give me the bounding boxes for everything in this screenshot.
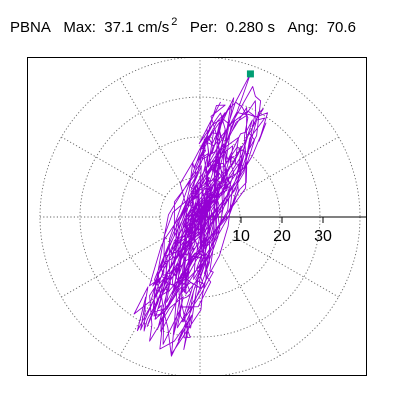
grid-spoke-150 — [61, 136, 166, 198]
grid-spoke-210 — [61, 236, 166, 298]
grid-spoke-120 — [119, 78, 181, 183]
max-value: 37.1 — [104, 19, 134, 36]
period-value: 0.280 s — [225, 19, 275, 36]
chart-title: PBNA Max: 37.1 cm/s 2 Per: 0.280 s Ang: 7… — [10, 16, 356, 40]
orbit-trace — [133, 73, 269, 357]
polar-plot: 10 20 30 — [39, 58, 366, 375]
max-point-marker — [246, 70, 254, 78]
station-code: PBNA — [10, 19, 51, 36]
max-label: Max: — [63, 19, 96, 36]
grid-spoke-330 — [234, 236, 339, 298]
angle-value: 70.6 — [326, 19, 356, 36]
grid-spoke-300 — [219, 251, 281, 356]
plot-area: 10 20 30 — [27, 57, 367, 376]
angle-label: Ang: — [287, 19, 319, 36]
radial-tick-label-30: 30 — [314, 228, 332, 245]
period-label: Per: — [189, 19, 218, 36]
radial-tick-label-20: 20 — [273, 228, 291, 245]
max-unit: cm/s — [137, 19, 170, 36]
radial-tick-label-10: 10 — [232, 228, 250, 245]
max-unit-exponent: 2 — [171, 16, 178, 28]
